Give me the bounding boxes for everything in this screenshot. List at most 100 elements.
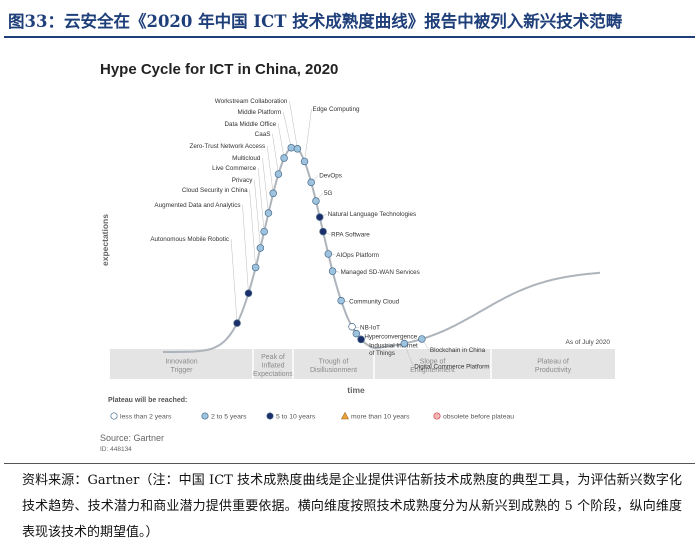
- data-point: Blockchain in China: [418, 335, 486, 354]
- point-label: Autonomous Mobile Robotic: [150, 236, 229, 243]
- point-label: DevOps: [319, 172, 342, 179]
- title-rule: [4, 36, 695, 38]
- data-point: Augmented Data and Analytics: [154, 202, 253, 297]
- legend-item: obsolete before plateau: [433, 412, 514, 421]
- point-label: Workstream Collaboration: [215, 98, 288, 105]
- point-label: AIOps Platform: [336, 252, 379, 259]
- legend-marker: [201, 412, 209, 420]
- legend-label: more than 10 years: [351, 414, 410, 421]
- point-label: Privacy: [232, 177, 253, 184]
- point-label: RPA Software: [331, 232, 370, 239]
- point-label: Zero-Trust Network Access: [189, 143, 265, 150]
- legend-item: less than 2 years: [110, 412, 172, 421]
- point-marker: [260, 227, 268, 236]
- data-point: AIOps Platform: [324, 250, 379, 259]
- phase-band: Innovation Trigger Peak of InflatedExpectat…: [110, 349, 615, 379]
- x-axis-label: time: [347, 385, 365, 395]
- leader-line: [262, 157, 269, 214]
- phase-label: Disillusionment: [310, 367, 357, 374]
- legend-marker: [110, 412, 118, 420]
- point-label: Blockchain in China: [430, 347, 486, 354]
- data-point: Privacy: [232, 177, 265, 252]
- phase-label: Plateau of: [537, 358, 569, 365]
- point-label: Edge Computing: [313, 106, 360, 113]
- chart-title: Hype Cycle for ICT in China, 2020: [100, 61, 338, 78]
- phase-label: Enlightenment: [410, 367, 455, 374]
- point-label: NB-IoT: [360, 325, 380, 332]
- point-label: Data Middle Office: [224, 121, 276, 128]
- point-marker: [269, 189, 277, 198]
- data-point: 5G: [312, 190, 332, 205]
- leader-line: [289, 100, 298, 149]
- point-label: Live Commerce: [212, 165, 257, 172]
- data-point: NB-IoT: [348, 322, 380, 332]
- point-marker: [244, 289, 253, 297]
- data-point: Workstream Collaboration: [215, 98, 302, 153]
- data-point: Zero-Trust Network Access: [189, 143, 277, 198]
- source-rule: [4, 463, 695, 464]
- figure-title: 图33：云安全在《2020 年中国 ICT 技术成熟度曲线》报告中被列入新兴技术…: [8, 12, 623, 31]
- point-marker: [324, 250, 333, 258]
- leader-line: [304, 108, 312, 162]
- source-note: 资料来源：Gartner（注：中国 ICT 技术成熟度曲线是企业提供评估新技术成…: [22, 473, 682, 540]
- phase-label: Peak of: [261, 354, 285, 361]
- point-marker: [256, 244, 265, 252]
- phase-label: Trough of: [319, 358, 349, 365]
- data-point: Live Commerce: [212, 165, 268, 236]
- points-layer: Autonomous Mobile Robotic Augmented Data …: [150, 98, 489, 371]
- phase-background: [110, 349, 615, 379]
- legend-label: obsolete before plateau: [443, 414, 514, 421]
- leader-line: [249, 189, 256, 268]
- phase-label: Expectations: [253, 371, 294, 378]
- point-marker: [319, 227, 327, 236]
- data-point: Edge Computing: [300, 106, 360, 166]
- point-label: Natural Language Technologies: [328, 211, 416, 218]
- chart-id: ID: 448134: [100, 446, 132, 453]
- point-marker: [418, 335, 426, 343]
- point-marker: [280, 154, 288, 162]
- point-marker: [264, 209, 273, 217]
- point-marker: [300, 157, 309, 166]
- phase-label: Trigger: [171, 367, 194, 374]
- point-label: Community Cloud: [349, 299, 400, 306]
- data-point: DevOps: [307, 172, 342, 187]
- legend-marker: [433, 412, 441, 420]
- point-marker: [328, 267, 337, 275]
- data-point: RPA Software: [319, 227, 370, 239]
- point-marker: [316, 213, 324, 221]
- legend-title: Plateau will be reached:: [108, 397, 187, 404]
- point-label: Middle Platform: [238, 109, 282, 116]
- leader-line: [230, 238, 238, 324]
- point-marker: [337, 296, 345, 305]
- legend-marker: [266, 412, 274, 420]
- point-label: Hyperconvergence: [364, 334, 417, 341]
- data-point: Autonomous Mobile Robotic: [150, 236, 241, 327]
- leader-line: [242, 204, 249, 294]
- point-label: Augmented Data and Analytics: [154, 202, 240, 209]
- data-point: Data Middle Office: [224, 121, 288, 162]
- point-marker: [274, 170, 283, 178]
- phase-label: Inflated: [262, 363, 285, 370]
- leader-line: [404, 343, 414, 367]
- legend-item: 5 to 10 years: [266, 412, 316, 421]
- y-axis-label: expectations: [100, 214, 110, 266]
- data-point: Managed SD-WAN Services: [328, 267, 420, 276]
- legend-label: 2 to 5 years: [211, 414, 247, 421]
- phase-label: Productivity: [535, 367, 572, 374]
- data-point: CaaS: [255, 131, 283, 178]
- point-marker: [400, 339, 409, 348]
- hype-cycle-chart: Hype Cycle for ICT in China, 2020 Innova…: [100, 61, 615, 453]
- legend-item: 2 to 5 years: [201, 412, 247, 421]
- data-point: Natural Language Technologies: [316, 211, 416, 221]
- legend-label: less than 2 years: [120, 414, 172, 421]
- leader-line: [254, 179, 261, 248]
- point-marker: [312, 197, 320, 205]
- point-label: Industrial Internet: [369, 342, 418, 349]
- leader-line: [257, 167, 265, 232]
- legend: less than 2 years 2 to 5 years 5 to 10 yea…: [110, 411, 514, 421]
- point-label: of Things: [369, 350, 395, 357]
- leader-line: [277, 123, 285, 159]
- as-of-date: As of July 2020: [566, 339, 611, 346]
- hype-curve: [163, 145, 601, 353]
